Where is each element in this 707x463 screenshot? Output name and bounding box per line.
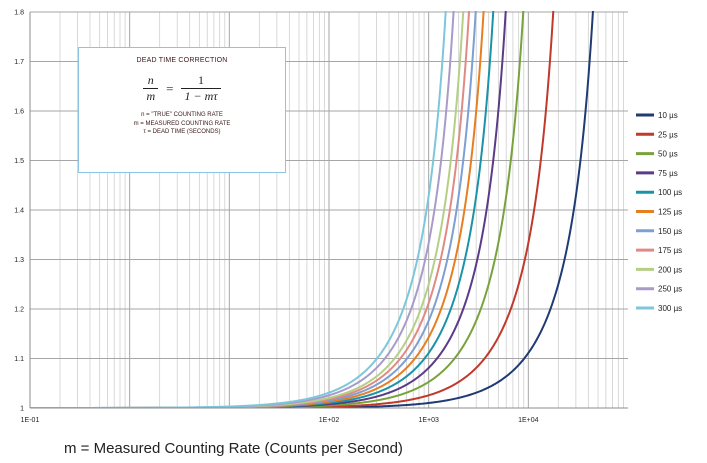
- formula: n m = 1 1 − mτ: [79, 73, 285, 104]
- y-tick-label: 1.4: [14, 208, 24, 215]
- y-tick-label: 1.5: [14, 158, 24, 165]
- axes: 1 1.1 1.2 1.3 1.4 1.5 1.6 1.7 1.8 1E-01 1E+02 1E+03…: [14, 10, 628, 424]
- legend-label: 250 µs: [658, 285, 682, 294]
- legend-label: 150 µs: [658, 227, 682, 236]
- y-tick-label: 1.3: [14, 257, 24, 264]
- legend-label: 50 µs: [658, 150, 678, 159]
- y-tick-label: 1.7: [14, 59, 24, 66]
- legend-label: 300 µs: [658, 304, 682, 313]
- formula-equals: =: [166, 80, 174, 96]
- legend-label: 10 µs: [658, 111, 678, 120]
- legend-label: 125 µs: [658, 208, 682, 217]
- y-tick-label: 1.1: [14, 356, 24, 363]
- legend-label: 200 µs: [658, 265, 682, 274]
- y-tick-label: 1.6: [14, 109, 24, 116]
- formula-lhs-numerator: n: [147, 73, 154, 87]
- y-tick-label: 1.8: [14, 10, 24, 17]
- x-axis-label: m = Measured Counting Rate (Counts per S…: [64, 440, 403, 457]
- definition-n: n = "TRUE" COUNTING RATE: [141, 112, 223, 118]
- legend-label: 75 µs: [658, 169, 678, 178]
- formula-definitions: n = "TRUE" COUNTING RATE m = MEASURED CO…: [79, 111, 285, 137]
- formula-lhs-denominator: m: [143, 88, 159, 104]
- x-tick-label: 1E-01: [21, 417, 40, 424]
- info-box-title: DEAD TIME CORRECTION: [136, 57, 228, 64]
- legend-label: 25 µs: [658, 130, 678, 139]
- y-tick-label: 1: [20, 406, 24, 413]
- formula-lhs: n m: [143, 73, 159, 104]
- formula-rhs: 1 1 − mτ: [181, 73, 221, 104]
- x-tick-label: 1E+04: [518, 417, 539, 424]
- dead-time-info-box: DEAD TIME CORRECTION n m = 1 1 − mτ n = …: [78, 47, 286, 173]
- formula-rhs-denominator: 1 − mτ: [181, 88, 221, 104]
- y-tick-label: 1.2: [14, 307, 24, 314]
- definition-m: m = MEASURED COUNTING RATE: [133, 120, 231, 127]
- legend: 10 µs 25 µs 50 µs 75 µs 100 µs 125 µs 150 µs 17…: [636, 111, 682, 313]
- definition-tau: τ = DEAD TIME (SECONDS): [143, 129, 221, 135]
- x-tick-label: 1E+02: [319, 417, 340, 424]
- legend-label: 175 µs: [658, 246, 682, 255]
- x-tick-label: 1E+03: [418, 417, 439, 424]
- formula-rhs-numerator: 1: [198, 73, 204, 87]
- legend-label: 100 µs: [658, 188, 682, 197]
